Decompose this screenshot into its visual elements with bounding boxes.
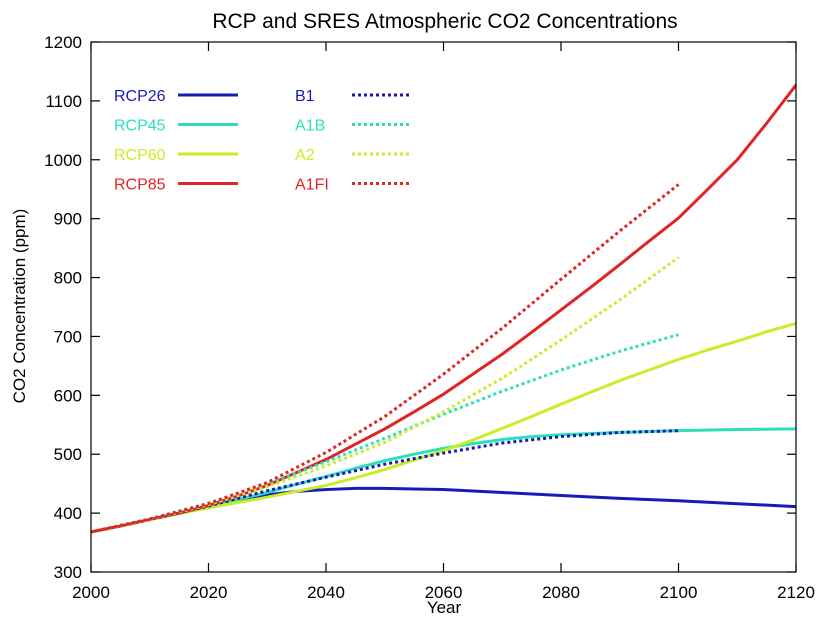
legend-label-b1: B1 (295, 88, 315, 105)
legend-label-rcp45: RCP45 (114, 118, 166, 135)
x-tick-label-2120: 2120 (777, 583, 815, 602)
legend-label-a1fi: A1FI (295, 177, 329, 194)
x-tick-label-2000: 2000 (72, 583, 110, 602)
legend-label-rcp85: RCP85 (114, 177, 166, 194)
series-line-rcp85 (91, 83, 796, 534)
series-line-rcp60 (91, 321, 796, 534)
y-tick-label-500: 500 (54, 445, 82, 464)
x-axis-label: Year (427, 598, 462, 617)
series-line-b1 (91, 429, 679, 534)
legend-label-rcp60: RCP60 (114, 147, 166, 164)
legend-label-a1b: A1B (295, 118, 325, 135)
y-tick-label-1100: 1100 (45, 92, 82, 111)
chart-title: RCP and SRES Atmospheric CO2 Concentrati… (212, 10, 677, 33)
legend: RCP26 RCP45 RCP60 RCP85 B1 A1B A2 A1FI (114, 88, 411, 194)
y-tick-label-700: 700 (54, 327, 82, 346)
legend-label-a2: A2 (295, 147, 315, 164)
plot-frame (90, 41, 797, 573)
y-tick-label-1000: 1000 (44, 151, 82, 170)
series-line-rcp45 (91, 427, 796, 534)
y-tick-label-800: 800 (54, 269, 82, 288)
series-group (91, 83, 796, 534)
x-tick-label-2040: 2040 (307, 583, 345, 602)
y-tick-label-1200: 1200 (44, 33, 82, 52)
y-tick-label-300: 300 (54, 563, 82, 582)
y-tick-label-400: 400 (54, 504, 82, 523)
x-tick-label-2020: 2020 (190, 583, 228, 602)
x-tick-label-2100: 2100 (660, 583, 698, 602)
plot-area: 2000 2020 2040 2060 2080 2100 2120 300 400 500 600… (44, 33, 815, 602)
y-tick-label-600: 600 (54, 386, 82, 405)
x-tick-label-2080: 2080 (542, 583, 580, 602)
y-tick-label-900: 900 (54, 210, 82, 229)
series-line-a1b (91, 333, 679, 534)
legend-label-rcp26: RCP26 (114, 88, 166, 105)
series-line-a2 (91, 256, 680, 534)
series-line-a1fi (91, 183, 680, 534)
y-axis-label: CO2 Concentration (ppm) (10, 209, 29, 404)
x-tick-label-2060: 2060 (425, 583, 463, 602)
